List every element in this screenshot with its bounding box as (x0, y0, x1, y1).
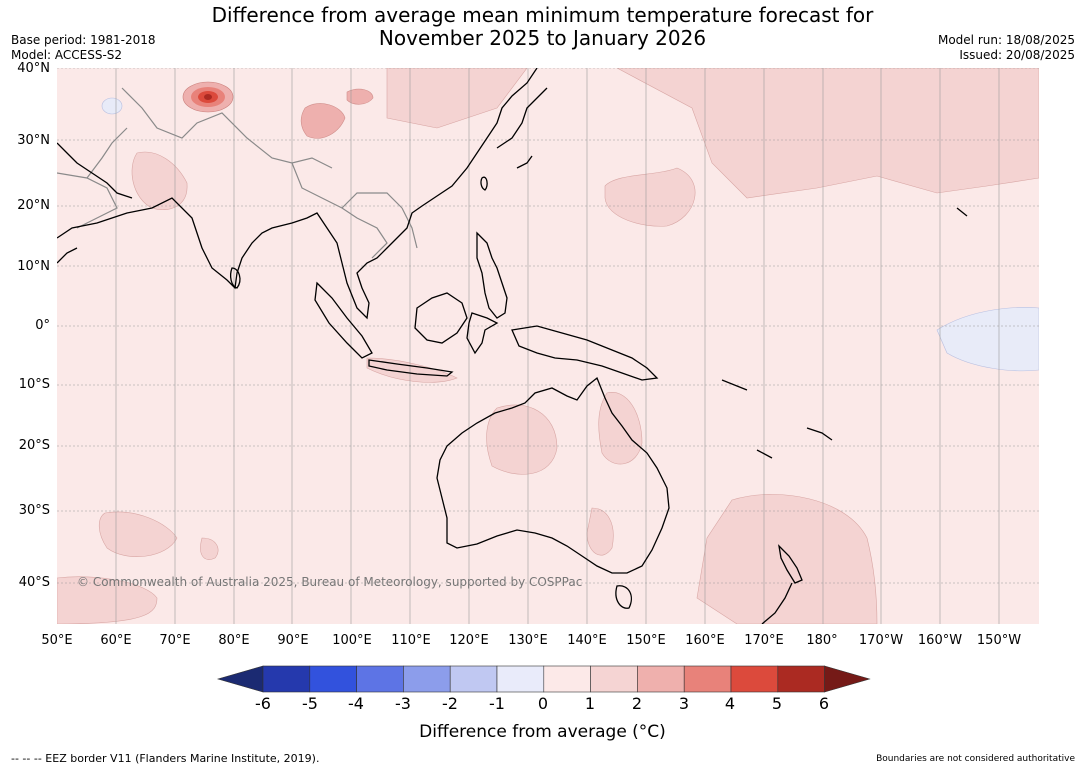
eez-border-note: -- -- -- EEZ border V11 (Flanders Marine… (11, 752, 320, 765)
lat-label-40s: 40°S (18, 575, 50, 590)
colorbar-label: Difference from average (°C) (419, 722, 666, 742)
run-info: Model run: 18/08/2025 Issued: 20/08/2025 (938, 33, 1075, 63)
lon-label-100e: 100°E (332, 633, 372, 648)
lon-label-70e: 70°E (159, 633, 191, 648)
colorbar-tick: 1 (584, 694, 596, 713)
model-run: Model run: 18/08/2025 (937, 33, 1075, 47)
coastlines (57, 68, 968, 624)
colorbar-tick: 0 (537, 694, 549, 713)
colorbar-cell (403, 665, 451, 693)
colorbar-cell (496, 665, 545, 693)
lon-label-150w: 150°W (976, 633, 1022, 648)
colorbar-tick: -6 (255, 694, 271, 713)
lon-label-150e: 150°E (626, 633, 666, 648)
colorbar-tick: 2 (631, 694, 643, 713)
colorbar-cell (309, 665, 357, 693)
colorbar-tick: 5 (771, 694, 783, 713)
lat-label-30n: 30°N (17, 133, 50, 148)
issued-date: Issued: 20/08/2025 (959, 48, 1075, 62)
lat-label-40n: 40°N (17, 61, 50, 76)
lon-label-160w: 160°W (917, 633, 963, 648)
lat-label-20n: 20°N (17, 198, 50, 213)
strong-warm-patches (300, 88, 374, 139)
colorbar-tick: 6 (818, 694, 830, 713)
colorbar-tick: -1 (489, 694, 505, 713)
anomaly-map: © Commonwealth of Australia 2025, Bureau… (57, 68, 1039, 624)
lon-label-120e: 120°E (449, 633, 489, 648)
colorbar-cell (637, 665, 685, 693)
hot-spot (182, 81, 234, 113)
cool-anomaly-patches (101, 97, 1039, 372)
lon-label-50e: 50°E (41, 633, 73, 648)
lon-label-110e: 110°E (391, 633, 431, 648)
colorbar-cells (216, 665, 871, 693)
colorbar-cell (777, 665, 825, 693)
lon-label-60e: 60°E (100, 633, 132, 648)
colorbar-tick: -5 (302, 694, 318, 713)
title-line-1: Difference from average mean minimum tem… (211, 3, 874, 27)
colorbar-cell (730, 665, 779, 693)
lon-label-80e: 80°E (218, 633, 250, 648)
lat-label-0: 0° (35, 318, 50, 333)
colorbar-cell (543, 665, 591, 693)
colorbar-extend-high (824, 665, 871, 693)
colorbar-tick: -3 (395, 694, 411, 713)
lat-label-10n: 10°N (17, 259, 50, 274)
lon-label-160e: 160°E (685, 633, 725, 648)
colorbar-tick: -2 (442, 694, 458, 713)
lat-label-30s: 30°S (18, 503, 50, 518)
copyright-notice: © Commonwealth of Australia 2025, Bureau… (77, 575, 582, 589)
colorbar-tick: 3 (678, 694, 690, 713)
colorbar-cell (262, 665, 311, 693)
colorbar-cell (590, 665, 638, 693)
colorbar-tick: -4 (348, 694, 364, 713)
model-info: Base period: 1981-2018 Model: ACCESS-S2 (11, 33, 156, 63)
colorbar (216, 665, 871, 693)
lat-label-20s: 20°S (18, 438, 50, 453)
lon-label-180: 180° (806, 633, 838, 648)
title-line-2: November 2025 to January 2026 (378, 26, 707, 50)
colorbar-tick: 4 (724, 694, 736, 713)
lon-label-170e: 170°E (744, 633, 784, 648)
country-borders (57, 87, 418, 259)
boundaries-disclaimer: Boundaries are not considered authoritat… (876, 754, 1075, 764)
colorbar-cell (356, 665, 404, 693)
map-title: Difference from average mean minimum tem… (0, 4, 1085, 50)
model-name: Model: ACCESS-S2 (11, 48, 123, 62)
lon-label-90e: 90°E (277, 633, 309, 648)
colorbar-extend-low (216, 665, 264, 693)
base-period: Base period: 1981-2018 (11, 33, 156, 47)
warm-anomaly-patches (57, 68, 1039, 624)
lon-label-140e: 140°E (567, 633, 607, 648)
lon-label-130e: 130°E (508, 633, 548, 648)
colorbar-cell (449, 665, 498, 693)
lon-label-170w: 170°W (858, 633, 904, 648)
lat-label-10s: 10°S (18, 377, 50, 392)
colorbar-cell (683, 665, 732, 693)
